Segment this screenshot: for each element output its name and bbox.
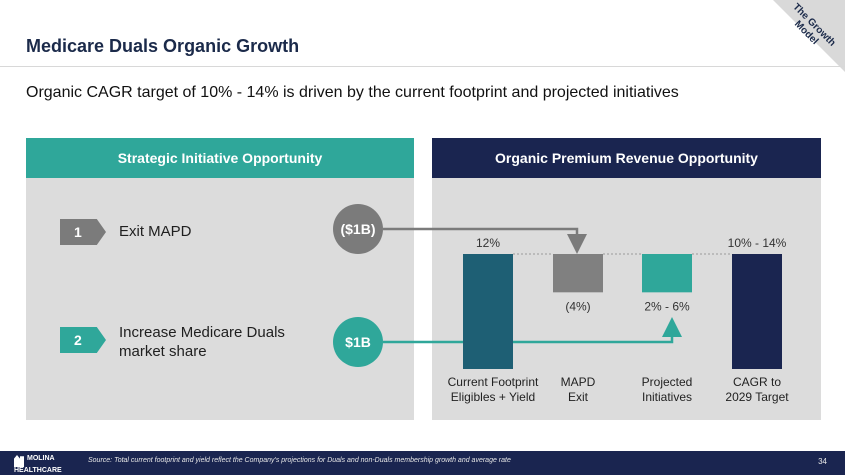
- slide-subtitle: Organic CAGR target of 10% - 14% is driv…: [26, 84, 679, 101]
- source-note: Source: Total current footprint and yiel…: [88, 457, 511, 464]
- waterfall-bar-1: [463, 254, 513, 369]
- data-label-2: (4%): [565, 299, 590, 313]
- category-label-3-line-2: Initiatives: [642, 390, 692, 404]
- initiative-1-value-circle: ($1B): [333, 204, 383, 254]
- strategic-initiative-header: Strategic Initiative Opportunity: [26, 138, 414, 178]
- initiative-2-label-line2: market share: [119, 343, 207, 360]
- category-label-1-line-2: Eligibles + Yield: [451, 390, 535, 404]
- footer-bar: MOLINA HEALTHCARE Source: Total current …: [0, 451, 845, 475]
- waterfall-bar-4: [732, 254, 782, 369]
- connector-arrow-initiatives: [383, 317, 682, 344]
- corner-badge: [773, 0, 845, 72]
- category-label-2-line-2: Exit: [568, 390, 589, 404]
- waterfall-bar-2: [553, 254, 603, 293]
- revenue-opportunity-header: Organic Premium Revenue Opportunity: [432, 138, 821, 178]
- category-label-3-line-1: Projected: [642, 375, 693, 389]
- connector-arrow-mapd: [383, 227, 587, 254]
- company-logo-text: MOLINA HEALTHCARE: [14, 455, 62, 474]
- category-label-4-line-2: 2029 Target: [725, 390, 789, 404]
- initiative-2-label-line1: Increase Medicare Duals: [119, 324, 285, 341]
- initiative-2-value-circle: $1B: [333, 317, 383, 367]
- category-label-4-line-1: CAGR to: [733, 375, 781, 389]
- building-icon: [14, 455, 24, 467]
- initiative-2-number: 2: [60, 327, 106, 353]
- initiative-2-label: Increase Medicare Duals market share: [119, 323, 285, 361]
- data-label-4: 10% - 14%: [728, 236, 787, 250]
- initiative-1-number: 1: [60, 219, 106, 245]
- title-divider: [0, 66, 845, 67]
- page-number: 34: [818, 457, 827, 466]
- strategic-initiative-panel: Strategic Initiative Opportunity: [26, 138, 414, 420]
- waterfall-bar-3: [642, 254, 692, 293]
- data-label-1: 12%: [476, 236, 500, 250]
- category-label-2-line-1: MAPD: [561, 375, 596, 389]
- page-title: Medicare Duals Organic Growth: [26, 36, 300, 56]
- category-label-1-line-1: Current Footprint: [448, 375, 539, 389]
- data-label-3: 2% - 6%: [644, 299, 690, 313]
- initiative-1-label: Exit MAPD: [119, 223, 192, 240]
- company-logo: MOLINA HEALTHCARE: [14, 455, 64, 474]
